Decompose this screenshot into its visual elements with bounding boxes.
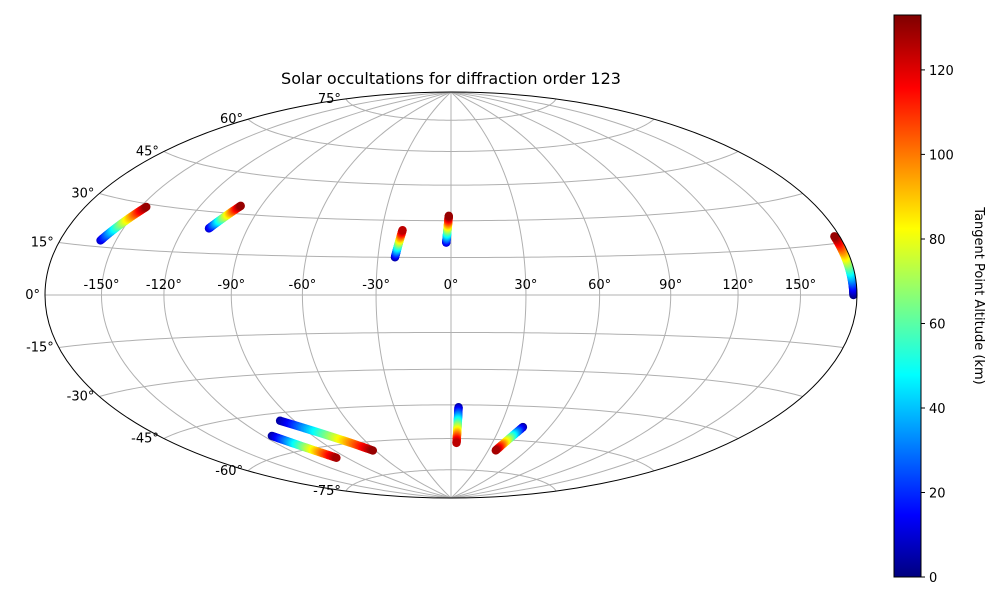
colorbar: 0 20 40 60 80 100 120 Tangent Point Altitude (… <box>893 14 986 586</box>
longitude-tick-label: 90° <box>659 278 682 293</box>
occultation-point <box>142 202 151 212</box>
latitude-tick-label: 75° <box>318 92 341 107</box>
longitude-tick-label: -60° <box>289 278 317 293</box>
latitude-tick-label: -15° <box>26 341 54 356</box>
chart-title: Solar occultations for diffraction order… <box>281 69 621 88</box>
latitude-tick-label: 60° <box>220 112 243 127</box>
parallel-gridline <box>163 404 739 439</box>
latitude-tick-label: -45° <box>131 432 159 447</box>
occultation-point <box>236 201 245 211</box>
longitude-tick-label: 150° <box>785 278 816 293</box>
latitude-tick-label: 45° <box>136 145 159 160</box>
longitude-tick-label: 120° <box>722 278 753 293</box>
parallel-gridline <box>58 331 844 349</box>
parallel-gridline <box>58 241 844 259</box>
colorbar-gradient <box>893 14 922 578</box>
latitude-tick-label: 30° <box>71 187 94 202</box>
parallel-gridline <box>247 118 655 152</box>
longitude-tick-labels: -150° -120° -90° -60° -30° 0° 30° 60° 90° 120° 150… <box>83 278 816 293</box>
occultation-point <box>452 438 461 448</box>
longitude-tick-label: 30° <box>514 278 537 293</box>
longitude-tick-label: -120° <box>146 278 182 293</box>
parallel-gridline <box>345 98 557 121</box>
occultation-point <box>830 232 839 241</box>
latitude-tick-label: 15° <box>31 236 54 251</box>
occultation-point <box>398 225 407 235</box>
map-gridlines <box>45 92 857 498</box>
occultation-point <box>332 453 341 462</box>
colorbar-tick-label: 100 <box>929 148 954 163</box>
colorbar-tick-label: 120 <box>929 64 954 79</box>
colorbar-tick-label: 0 <box>929 571 937 586</box>
occultation-tracks <box>96 201 857 462</box>
latitude-tick-label: -30° <box>67 390 95 405</box>
parallel-gridline <box>99 368 803 397</box>
parallel-gridline <box>345 469 557 492</box>
latitude-tick-label: -60° <box>215 464 243 479</box>
colorbar-ticks: 0 20 40 60 80 100 120 <box>921 64 954 586</box>
colorbar-tick-label: 80 <box>929 233 946 248</box>
map-boundary <box>44 91 858 499</box>
longitude-tick-label: -30° <box>362 278 390 293</box>
longitude-tick-label: 60° <box>588 278 611 293</box>
longitude-tick-label: 0° <box>444 278 459 293</box>
occultation-point <box>444 211 453 221</box>
latitude-tick-labels: 75° 60° 45° 30° 15° 0° -15° -30° -45° -60° -75° <box>25 92 341 499</box>
parallel-gridline <box>247 438 655 472</box>
colorbar-tick-label: 20 <box>929 487 946 502</box>
parallel-gridline <box>163 151 739 186</box>
colorbar-tick-label: 60 <box>929 318 946 333</box>
latitude-tick-label: -75° <box>313 484 341 499</box>
longitude-tick-label: -150° <box>83 278 119 293</box>
occultation-point <box>491 446 500 455</box>
colorbar-tick-label: 40 <box>929 402 946 417</box>
colorbar-label: Tangent Point Altitude (km) <box>971 206 986 384</box>
latitude-tick-label: 0° <box>25 288 40 303</box>
longitude-tick-label: -90° <box>217 278 245 293</box>
occultation-point <box>368 446 378 455</box>
